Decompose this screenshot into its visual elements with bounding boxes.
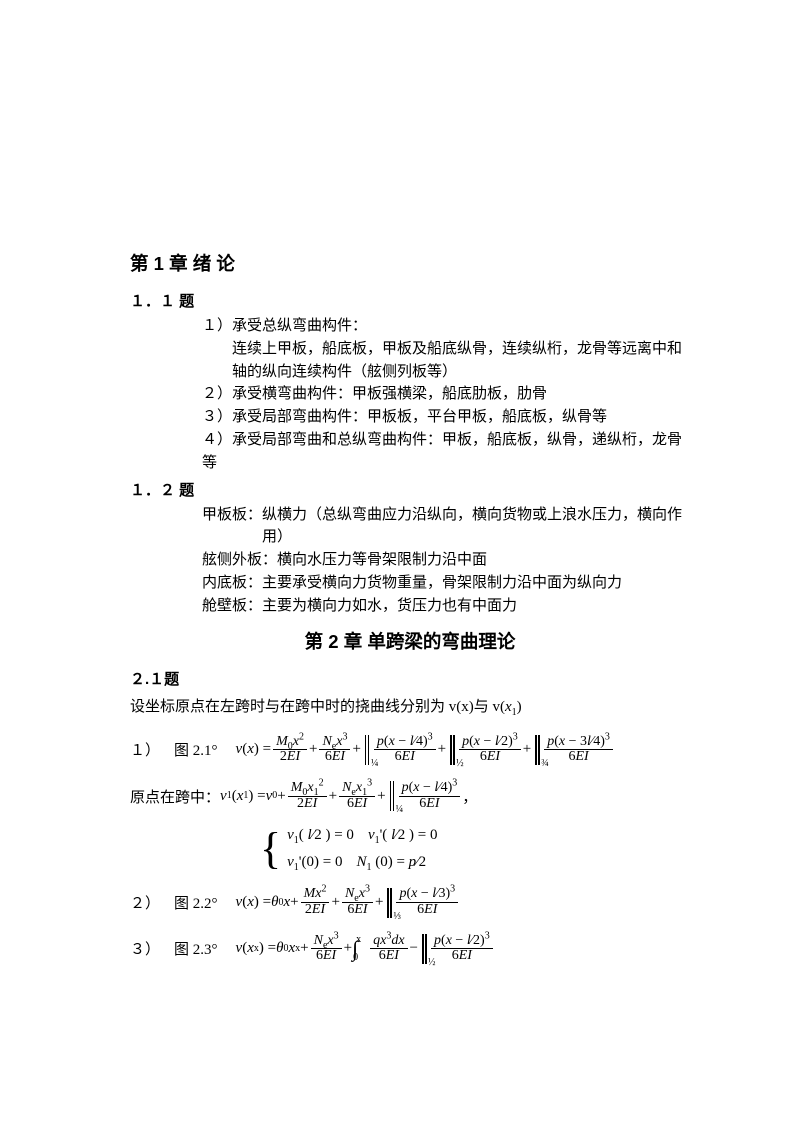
q1-1-item: 连续上甲板，船底板，甲板及船底纵骨，连续纵桁，龙骨等远离中和轴的纵向连续构件（舷… [202, 338, 690, 384]
eq3-fig: 图 2.3° [174, 938, 218, 959]
chapter1-title: 第 1 章 绪 论 [130, 250, 690, 276]
eq2-fig: 图 2.2° [174, 892, 218, 913]
q1-1-item: ３）承受局部弯曲构件：甲板板，平台甲板，船底板，纵骨等 [202, 406, 690, 429]
q1-2-item: 甲板板：纵横力（总纵弯曲应力沿纵向，横向货物或上浪水压力，横向作用） [202, 504, 690, 550]
equation-3: ３） 图 2.3° v(xx) = θ0xx + Nex36EI + ∫x0 q… [130, 934, 690, 964]
q2-1-heading: ２.１题 [130, 668, 690, 689]
q1-2-item: 舱壁板：主要为横向力如水，货压力也有中面力 [202, 595, 690, 618]
q1-1-item: ４）承受局部弯曲和总纵弯曲构件：甲板，船底板，纵骨，递纵桁，龙骨等 [202, 429, 690, 475]
q1-2-heading: １．２ 题 [130, 479, 690, 500]
chapter2-title: 第 2 章 单跨梁的弯曲理论 [130, 628, 690, 654]
brace-conditions: { v1( l⁄2 ) = 0 v1'( l⁄2 ) = 0 v1'(0) = … [260, 827, 690, 871]
mid-label: 原点在跨中： [130, 786, 220, 807]
q1-2-item: 内底板：主要承受横向力货物重量，骨架限制力沿中面为纵向力 [202, 572, 690, 595]
equation-1: １） 图 2.1° v(x) = M0x22EI + Nex36EI + ¼ p… [130, 735, 690, 765]
eq3-label: ３） [130, 938, 160, 959]
eq2-label: ２） [130, 892, 160, 913]
intro-suffix: ) [517, 699, 522, 715]
q1-1-body: １）承受总纵弯曲构件： 连续上甲板，船底板，甲板及船底纵骨，连续纵桁，龙骨等远离… [130, 315, 690, 475]
intro-prefix: 设坐标原点在左跨时与在跨中时的挠曲线分别为 v(x)与 v( [130, 699, 505, 715]
eq1-label: １） [130, 739, 160, 760]
equation-1b: 原点在跨中： v1(x1) = v0 + M0x122EI + Nex136EI… [130, 781, 690, 811]
intro-text: 设坐标原点在左跨时与在跨中时的挠曲线分别为 v(x)与 v(x1) [130, 695, 690, 719]
q1-1-heading: １．１ 题 [130, 290, 690, 311]
q1-1-item: ２）承受横弯曲构件：甲板强横梁，船底肋板，肋骨 [202, 383, 690, 406]
q1-2-item: 舷侧外板：横向水压力等骨架限制力沿中面 [202, 549, 690, 572]
equation-2: ２） 图 2.2° v(x) = θ0x + Mx22EI + Nex36EI … [130, 887, 690, 917]
q1-1-item: １）承受总纵弯曲构件： [202, 315, 690, 338]
q1-2-body: 甲板板：纵横力（总纵弯曲应力沿纵向，横向货物或上浪水压力，横向作用） 舷侧外板：… [130, 504, 690, 618]
eq1-fig: 图 2.1° [174, 739, 218, 760]
